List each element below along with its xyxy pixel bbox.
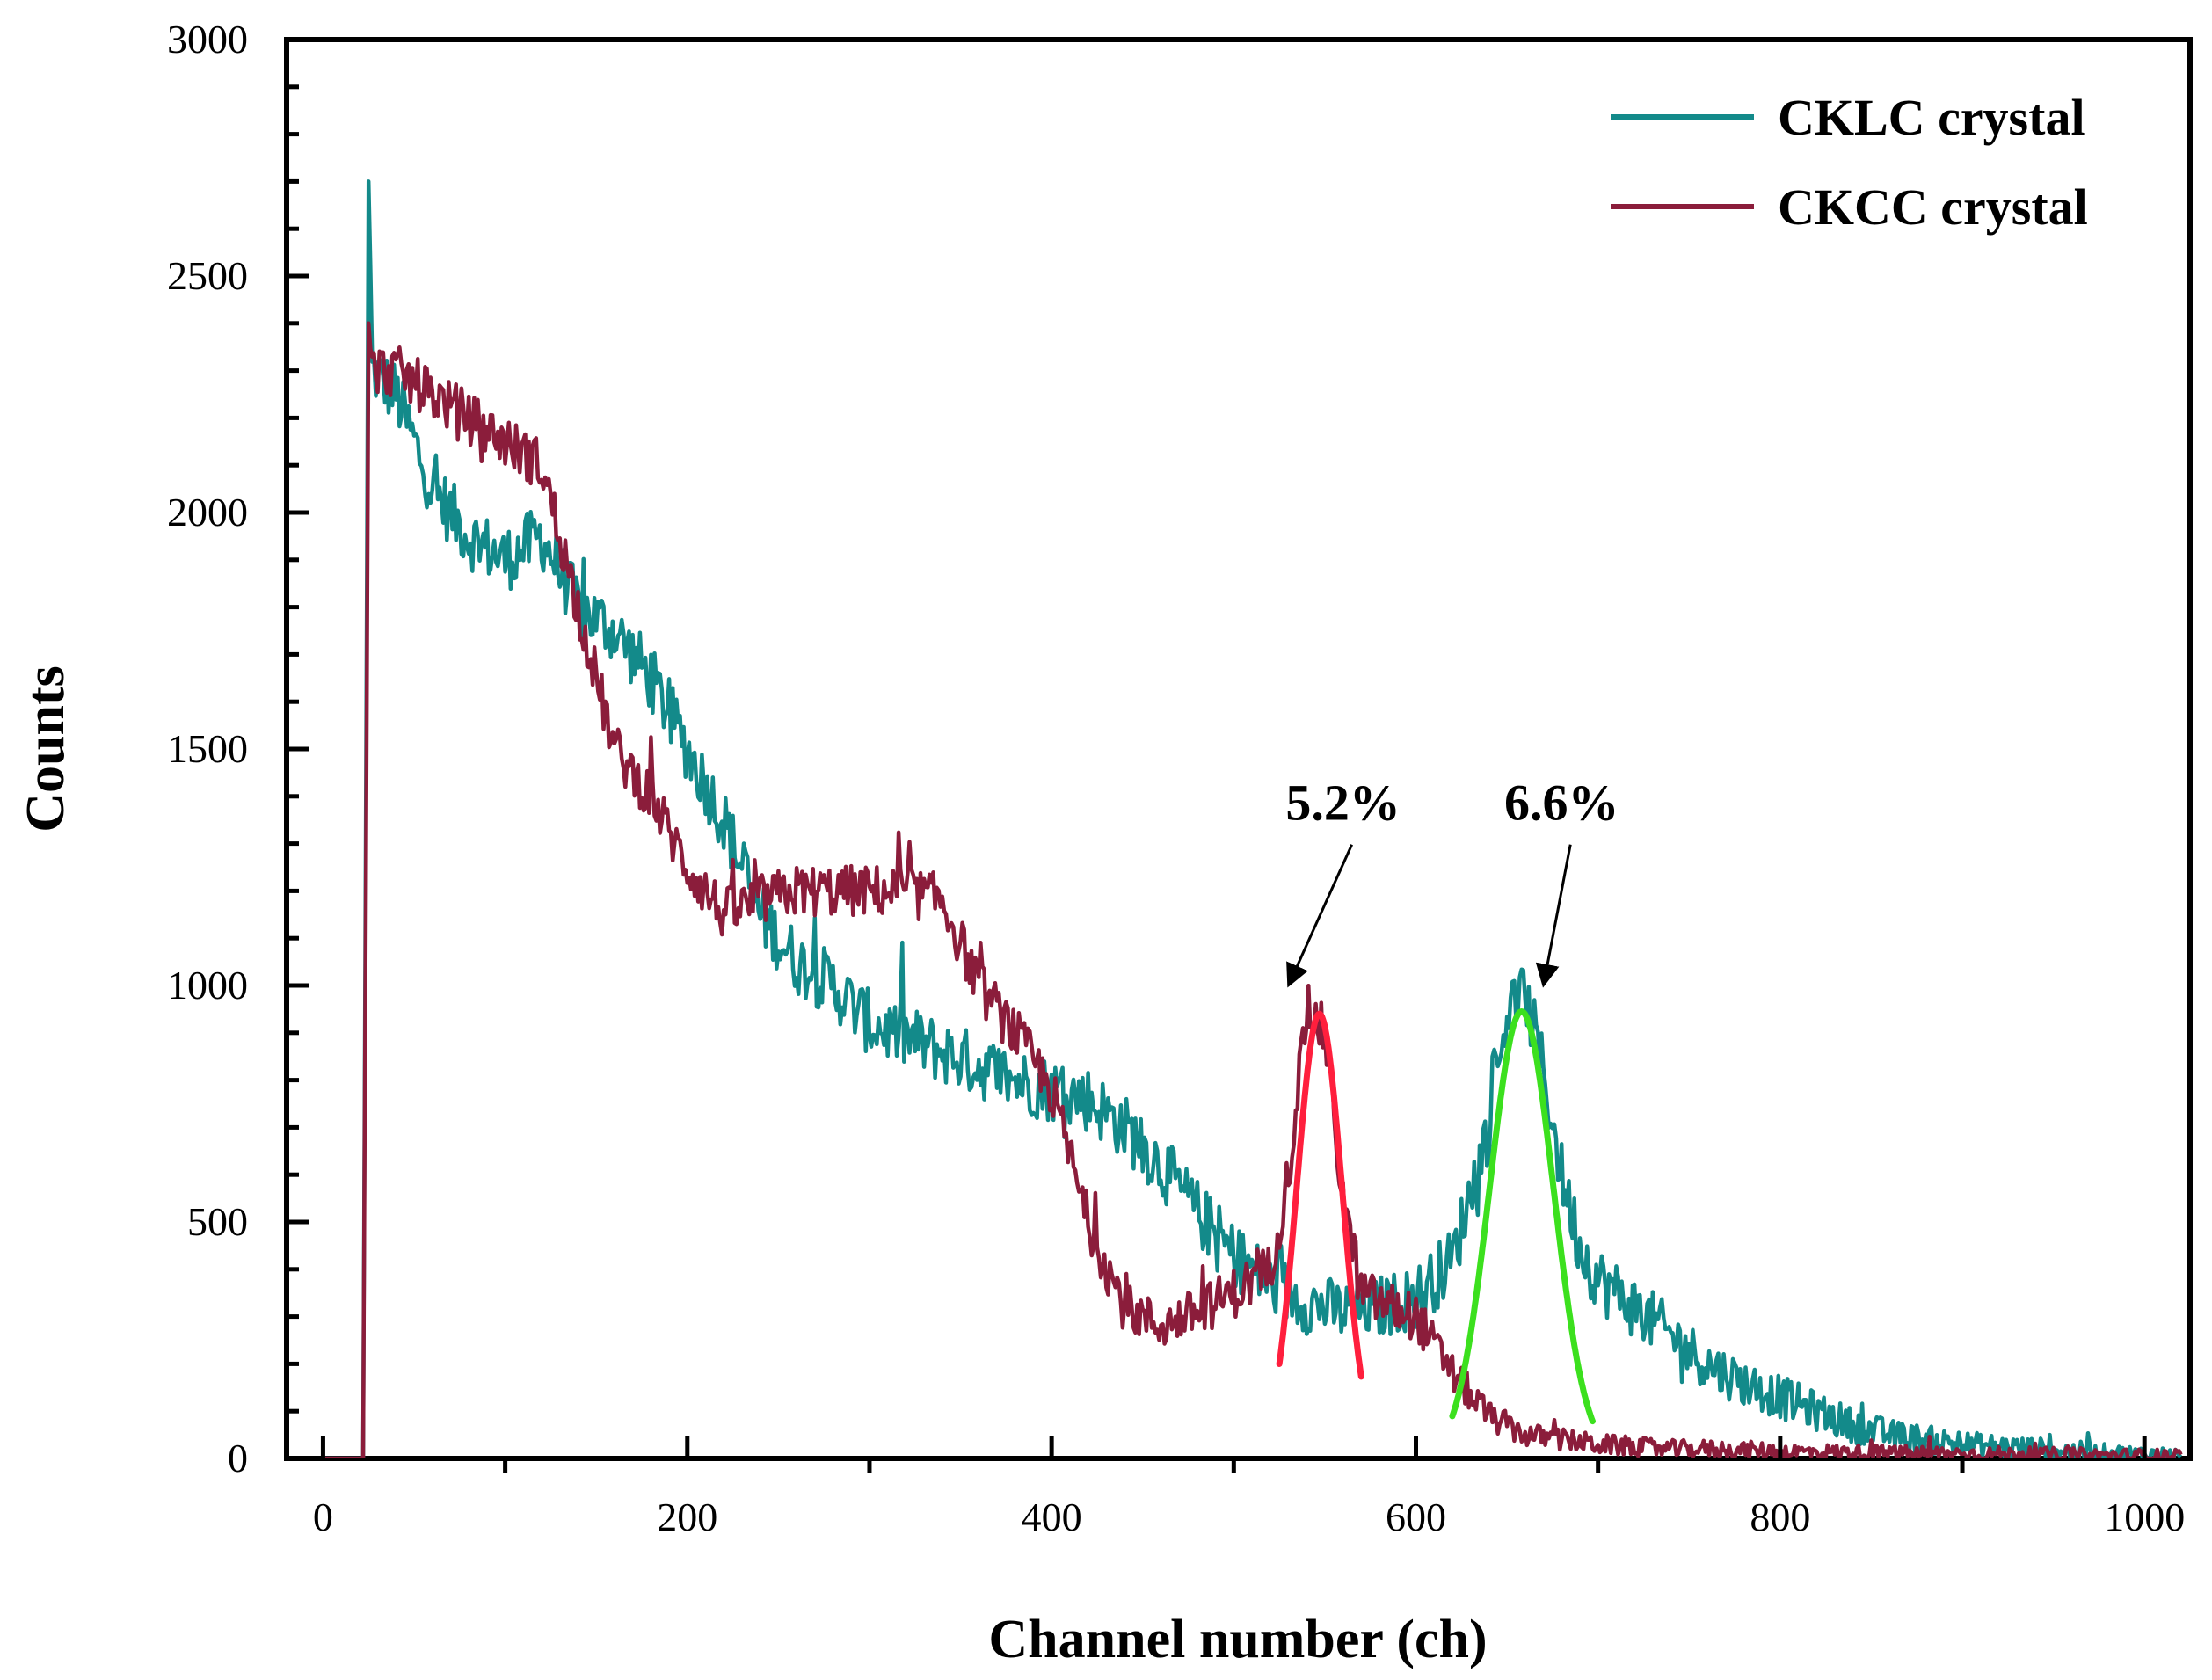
y-tick-label: 500 [187, 1199, 248, 1244]
fit-layer [1276, 1008, 1596, 1425]
annotations: 5.2% 6.6% [1285, 775, 1619, 988]
annotation-label: 5.2% [1285, 775, 1401, 832]
fit-line-2 [1276, 1010, 1364, 1380]
x-tick-label: 600 [1386, 1495, 1446, 1539]
annotation-arrow [1286, 844, 1353, 988]
annotation-label: 6.6% [1504, 775, 1619, 832]
y-axis-title: Counts [16, 665, 76, 833]
y-tick-label: 0 [228, 1436, 248, 1480]
x-tick-label: 0 [313, 1495, 333, 1539]
y-tick-label: 2500 [167, 253, 248, 298]
y-tick-label: 1500 [167, 726, 248, 771]
legend-label: CKLC crystal [1778, 89, 2085, 146]
series-line-1 [323, 321, 2183, 1458]
legend: CKLC crystal CKCC crystal [1611, 89, 2088, 236]
x-axis-title: Channel number (ch) [988, 1610, 1487, 1669]
fit-line-3 [1449, 1008, 1596, 1425]
y-tick-label: 3000 [167, 17, 248, 62]
x-axis: 0 200 400 600 800 1000 [313, 1436, 2185, 1539]
y-axis: 0 500 1000 1500 2000 2500 3000 [167, 17, 309, 1480]
y-tick-label: 1000 [167, 963, 248, 1007]
x-tick-label: 400 [1022, 1495, 1082, 1539]
x-tick-label: 800 [1750, 1495, 1810, 1539]
y-tick-label: 2000 [167, 490, 248, 535]
x-tick-label: 1000 [2104, 1495, 2185, 1539]
series-layer [323, 179, 2183, 1458]
annotation-arrow [1535, 844, 1572, 988]
x-tick-label: 200 [657, 1495, 717, 1539]
series-line-0 [323, 179, 2183, 1458]
legend-label: CKCC crystal [1778, 178, 2088, 236]
